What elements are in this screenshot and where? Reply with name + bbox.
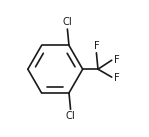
Text: F: F [94,41,99,51]
Text: Cl: Cl [63,17,72,27]
Text: F: F [114,55,119,65]
Text: F: F [114,73,119,83]
Text: Cl: Cl [66,111,75,121]
